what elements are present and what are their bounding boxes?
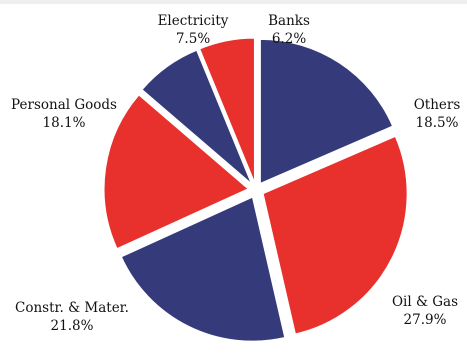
slice-label-constr-and-mater: Constr. & Mater.: [15, 300, 129, 316]
pie-slice-electricity: [141, 49, 252, 184]
top-band: [0, 0, 467, 4]
pie-slice-oil-and-gas: [262, 135, 408, 335]
slice-label-banks: Banks: [268, 13, 310, 29]
slice-value-others: 18.5%: [416, 115, 459, 131]
pie-slice-others: [259, 38, 394, 185]
slice-label-others: Others: [414, 97, 461, 113]
pie-slice-personal-goods: [103, 94, 249, 250]
pie-slice-banks: [199, 37, 255, 183]
slice-label-personal-goods: Personal Goods: [11, 97, 117, 113]
slice-value-oil-and-gas: 27.9%: [404, 312, 447, 328]
slice-value-electricity: 7.5%: [176, 31, 210, 47]
slice-label-electricity: Electricity: [158, 13, 229, 29]
pie-slice-constr-and-mater: [120, 196, 286, 342]
slice-value-banks: 6.2%: [272, 31, 306, 47]
slice-value-personal-goods: 18.1%: [43, 115, 86, 131]
slice-label-oil-and-gas: Oil & Gas: [392, 294, 458, 310]
slice-value-constr-and-mater: 21.8%: [51, 318, 94, 334]
